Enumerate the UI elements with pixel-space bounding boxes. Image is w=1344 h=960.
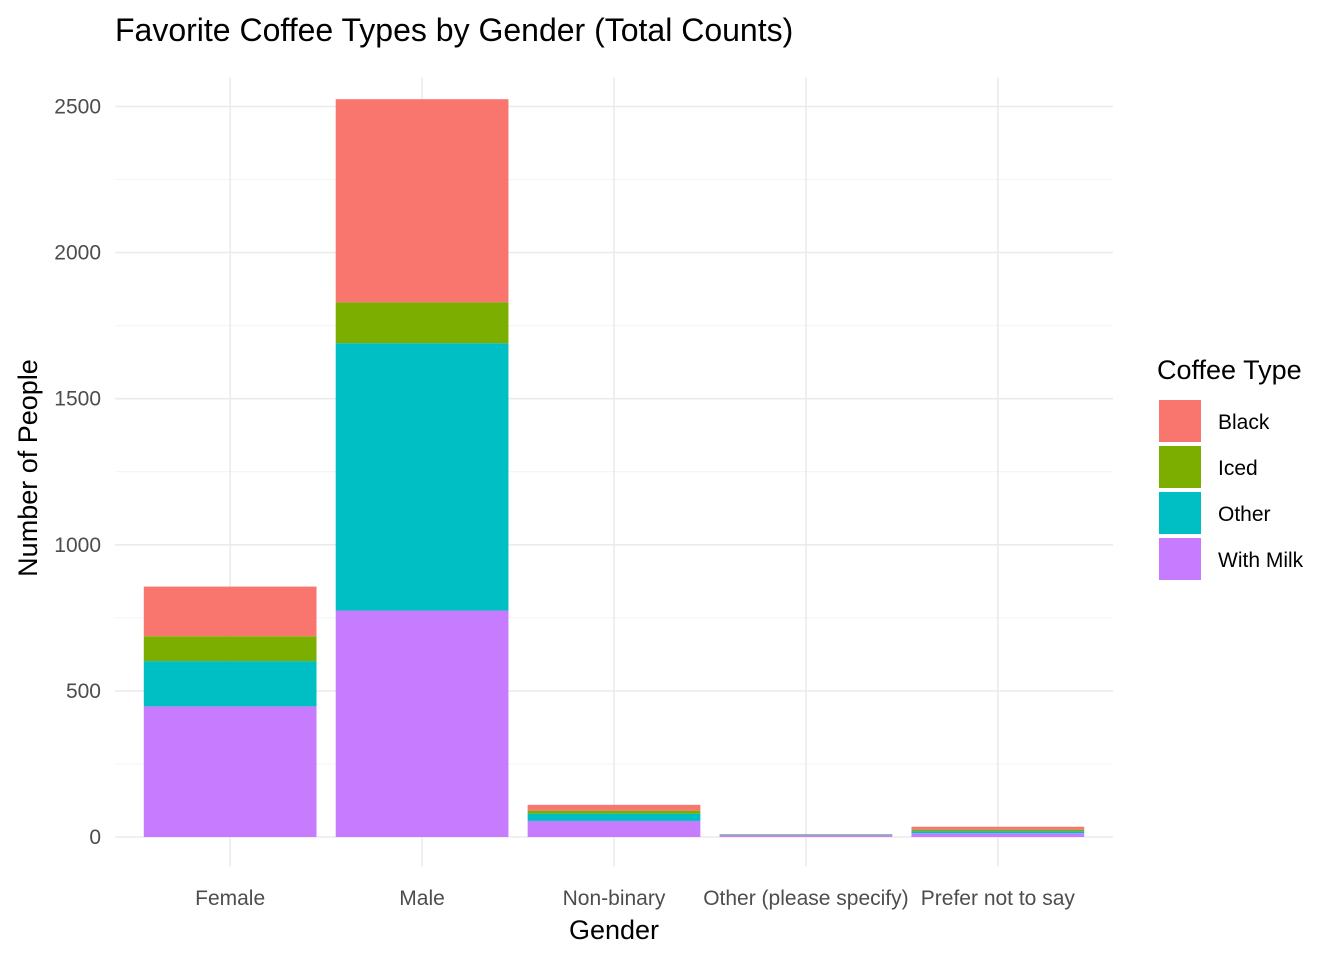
bar-segment: [911, 829, 1085, 832]
bar-segment: [719, 835, 893, 837]
legend-key: [1159, 400, 1201, 442]
legend-label: Other: [1218, 503, 1271, 526]
x-tick-label: Other (please specify): [703, 887, 908, 910]
legend-title: Coffee Type: [1157, 355, 1302, 385]
legend-label: Black: [1218, 411, 1270, 434]
bars: [143, 99, 1085, 837]
bar-segment: [719, 834, 893, 836]
x-tick-label: Prefer not to say: [921, 887, 1076, 910]
x-axis-ticks: Female Male Non-binary Other (please specif…: [195, 887, 1075, 910]
bar-segment: [335, 99, 509, 303]
chart-title: Favorite Coffee Types by Gender (Total C…: [115, 12, 793, 48]
bar-segment: [527, 810, 701, 814]
bar-segment: [911, 826, 1085, 830]
x-tick-label: Female: [195, 887, 265, 910]
bar-segment: [335, 343, 509, 611]
legend-key: [1159, 446, 1201, 488]
bar-segment: [143, 586, 317, 637]
y-tick-label: 2000: [54, 242, 101, 265]
y-tick-label: 1000: [54, 534, 101, 557]
legend-key: [1159, 492, 1201, 534]
x-axis-title: Gender: [569, 915, 659, 945]
legend-label: Iced: [1218, 457, 1258, 480]
bar-segment: [143, 636, 317, 662]
x-tick-label: Non-binary: [563, 887, 666, 910]
bar-segment: [911, 833, 1085, 837]
bar-segment: [527, 820, 701, 837]
bar-segment: [335, 610, 509, 837]
y-tick-label: 2500: [54, 96, 101, 119]
legend-label: With Milk: [1218, 549, 1304, 572]
y-tick-label: 0: [89, 826, 101, 849]
bar-segment: [143, 706, 317, 837]
bar-segment: [335, 302, 509, 344]
y-tick-label: 1500: [54, 388, 101, 411]
bar-segment: [527, 813, 701, 821]
legend: Coffee Type Black Iced Other With Milk: [1157, 355, 1304, 580]
bar-segment: [911, 831, 1085, 834]
y-axis-title: Number of People: [13, 359, 43, 577]
bar-segment: [527, 804, 701, 811]
bar-segment: [143, 661, 317, 707]
x-tick-label: Male: [399, 887, 445, 910]
legend-key: [1159, 538, 1201, 580]
y-axis-ticks: 0 500 1000 1500 2000 2500: [54, 96, 101, 850]
y-tick-label: 500: [66, 680, 101, 703]
